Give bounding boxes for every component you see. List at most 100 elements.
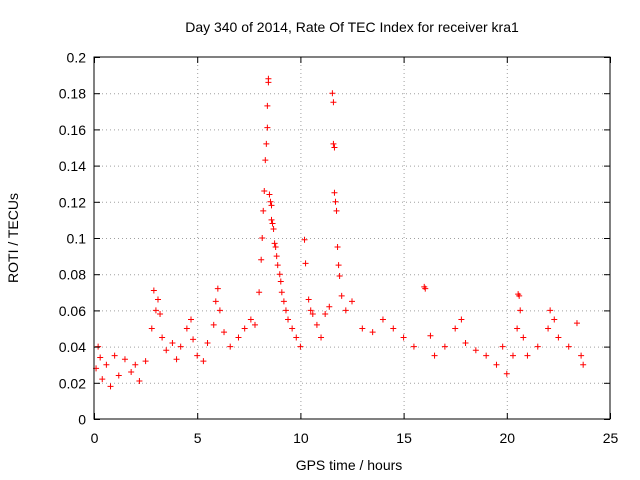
x-axis-label: GPS time / hours [296,457,403,473]
data-point [472,347,479,354]
data-point [235,334,242,341]
data-point [400,334,407,341]
data-point [278,289,285,296]
data-point [509,352,516,359]
data-point [169,339,176,346]
y-tick-labels: 0 0.02 0.04 0.06 0.08 0.1 0.12 0.14 0.16 0.18 0.2 [59,50,86,428]
data-point [331,144,338,151]
y-tick-label: 0.14 [59,158,86,174]
data-point [305,296,312,303]
data-point [97,354,104,361]
data-point [247,316,254,323]
data-point [227,343,234,350]
data-point [458,316,465,323]
data-point [379,316,386,323]
data-point [266,191,273,198]
data-point [268,216,275,223]
data-point [212,298,219,305]
data-point [99,376,106,383]
data-point [111,352,118,359]
data-point [183,325,190,332]
y-tick-label: 0.16 [59,122,86,138]
data-point [547,307,554,314]
data-point [427,332,434,339]
y-tick-label: 0.06 [59,303,86,319]
data-point [190,336,197,343]
data-point [188,316,195,323]
data-point [431,352,438,359]
data-point [302,260,309,267]
data-point [258,256,265,263]
data-point [318,334,325,341]
data-point [260,207,267,214]
grid [94,57,610,419]
x-tick-label: 15 [396,430,412,446]
data-points [93,75,587,390]
x-tick-label: 0 [91,430,99,446]
data-point [329,90,336,97]
data-point [516,292,523,299]
data-point [261,187,268,194]
data-point [277,278,284,285]
data-point [159,334,166,341]
data-point [441,343,448,350]
y-tick-label: 0 [78,412,86,428]
x-tick-label: 25 [603,430,619,446]
data-point [334,244,341,251]
data-point [333,207,340,214]
data-point [297,343,304,350]
data-point [555,334,562,341]
data-point [269,220,276,227]
data-point [214,285,221,292]
data-point [336,273,343,280]
data-point [410,343,417,350]
data-point [335,262,342,269]
data-point [422,285,429,292]
x-tick-label: 5 [194,430,202,446]
y-axis-label: ROTI / TECUs [5,193,21,283]
y-tick-label: 0.08 [59,267,86,283]
data-point [256,289,263,296]
data-point [263,140,270,147]
data-point [534,343,541,350]
data-point [267,198,274,205]
data-point [276,271,283,278]
data-point [194,352,201,359]
data-point [342,307,349,314]
data-point [359,325,366,332]
data-point [262,157,269,164]
data-point [273,253,280,260]
data-point [330,140,337,147]
data-point [309,311,316,318]
data-point [514,325,521,332]
data-point [520,334,527,341]
data-point [483,352,490,359]
data-point [338,292,345,299]
data-point [280,298,287,305]
data-point [499,343,506,350]
data-point [272,244,279,251]
data-point [204,339,211,346]
data-point [216,307,223,314]
data-point [285,316,292,323]
y-tick-label: 0.02 [59,375,86,391]
data-point [390,325,397,332]
data-point [580,361,587,368]
data-point [251,321,258,328]
data-point [349,298,355,305]
data-point [331,189,338,196]
data-point [259,235,266,241]
data-point [332,198,339,205]
x-tick-labels: 0 5 10 15 20 25 [91,430,619,446]
y-tick-label: 0.04 [59,339,86,355]
data-point [128,368,135,375]
data-point [326,303,333,310]
data-point [103,361,110,368]
data-point [289,325,296,332]
data-point [173,356,180,363]
data-point [274,262,281,269]
data-point [369,329,376,336]
x-tick-label: 10 [293,430,309,446]
